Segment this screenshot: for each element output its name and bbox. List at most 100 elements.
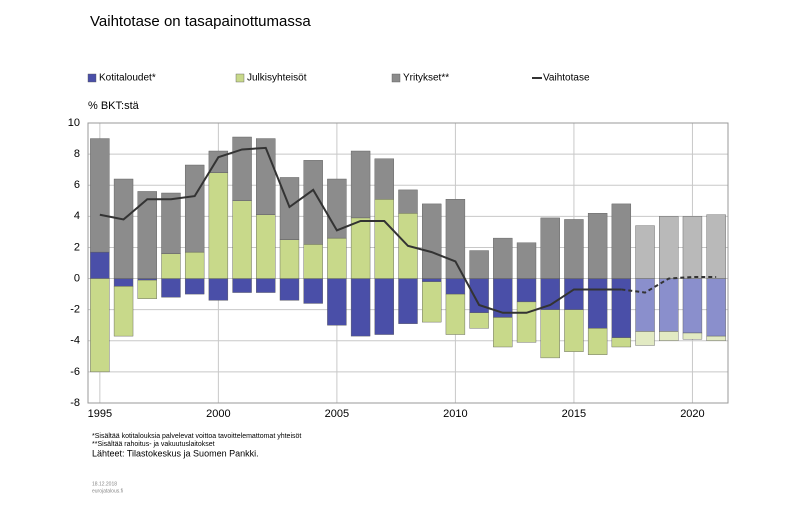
bar: [279, 177, 300, 240]
bar: [232, 278, 252, 293]
bar: [422, 278, 442, 282]
bar: [161, 192, 181, 254]
line: [99, 146, 622, 314]
bar: [445, 293, 466, 335]
bar: [350, 278, 371, 337]
bar: [516, 242, 537, 279]
y-tick-label: -8: [70, 397, 80, 409]
bar: [659, 216, 679, 279]
bar: [564, 219, 584, 279]
bar: [587, 278, 608, 329]
bar: [327, 237, 347, 279]
line: [621, 276, 717, 294]
bar: [611, 203, 632, 279]
bar: [635, 225, 655, 279]
bar: [611, 278, 632, 338]
y-axis-label: % BKT:stä: [88, 100, 140, 112]
bar: [516, 278, 537, 303]
bar: [682, 278, 703, 334]
y-tick-label: 4: [74, 210, 80, 222]
bar: [279, 239, 300, 279]
bar: [303, 278, 323, 304]
bar: [350, 150, 371, 219]
bar: [256, 278, 276, 293]
bar: [113, 178, 134, 279]
bar: [374, 278, 394, 335]
bar: [113, 278, 134, 287]
legend-label: Vaihtotase: [543, 73, 590, 84]
y-tick-label: -6: [70, 366, 80, 378]
bar: [540, 309, 560, 359]
bar: [659, 331, 679, 341]
x-tick-label: 2010: [443, 408, 467, 420]
source: Lähteet: Tilastokeskus ja Suomen Pankki.: [92, 448, 259, 458]
x-tick-label: 2000: [206, 408, 230, 420]
bar: [184, 278, 205, 295]
y-tick-label: 2: [74, 241, 80, 253]
bar: [303, 244, 323, 279]
bar: [303, 160, 323, 245]
legend-label: Julkisyhteisöt: [247, 73, 307, 84]
x-tick-label: 2015: [562, 408, 586, 420]
bar: [398, 278, 418, 324]
bar: [398, 189, 418, 214]
bar: [208, 278, 229, 301]
bar: [327, 278, 347, 326]
bar: [161, 253, 181, 279]
bar: [564, 309, 584, 352]
bar: [445, 278, 466, 295]
bar: [587, 328, 608, 355]
y-tick-label: 8: [74, 148, 80, 160]
legend-label: Yritykset**: [403, 73, 449, 84]
legend-swatch: [87, 73, 97, 83]
bar: [232, 200, 252, 279]
y-tick-label: -4: [70, 335, 80, 347]
bar: [493, 317, 513, 348]
bar: [659, 278, 679, 332]
legend-swatch: [391, 73, 401, 83]
y-tick-label: -2: [70, 304, 80, 316]
bar: [611, 337, 632, 348]
bar: [232, 136, 252, 201]
bar: [137, 191, 157, 279]
bar: [256, 214, 276, 279]
bar: [113, 286, 134, 337]
bar: [493, 237, 513, 279]
plot-frame: [87, 122, 729, 404]
bar: [469, 312, 489, 329]
legend-label: Kotitaloudet*: [99, 73, 156, 84]
bar: [540, 217, 560, 279]
bar: [706, 214, 726, 279]
y-tick-label: 10: [68, 117, 80, 129]
bar: [208, 172, 229, 279]
bar: [374, 199, 394, 279]
bar: [682, 216, 703, 279]
bar: [90, 278, 110, 373]
bar: [137, 278, 157, 281]
bar: [161, 278, 181, 298]
bar: [184, 164, 205, 253]
chart-title: Vaihtotase on tasapainottumassa: [90, 13, 311, 30]
y-tick-label: 6: [74, 179, 80, 191]
bar: [90, 251, 110, 279]
bar: [350, 217, 371, 279]
bar: [279, 278, 300, 301]
bar: [635, 278, 655, 332]
x-tick-label: 2005: [325, 408, 349, 420]
date: 18.12.2018: [92, 481, 117, 487]
bar: [422, 203, 442, 279]
bar: [374, 158, 394, 200]
bar: [137, 279, 157, 299]
bar: [90, 138, 110, 253]
site: eurojatalous.fi: [92, 488, 123, 494]
bar: [682, 332, 703, 340]
x-tick-label: 1995: [88, 408, 112, 420]
bar: [184, 251, 205, 279]
note: *Sisältää kotitalouksia palvelevat voitt…: [92, 433, 301, 440]
note: **Sisältää rahoitus- ja vakuutuslaitokse…: [92, 441, 215, 448]
y-tick-label: 0: [74, 272, 80, 284]
bar: [422, 281, 442, 323]
bar: [469, 250, 489, 279]
bar: [587, 213, 608, 279]
